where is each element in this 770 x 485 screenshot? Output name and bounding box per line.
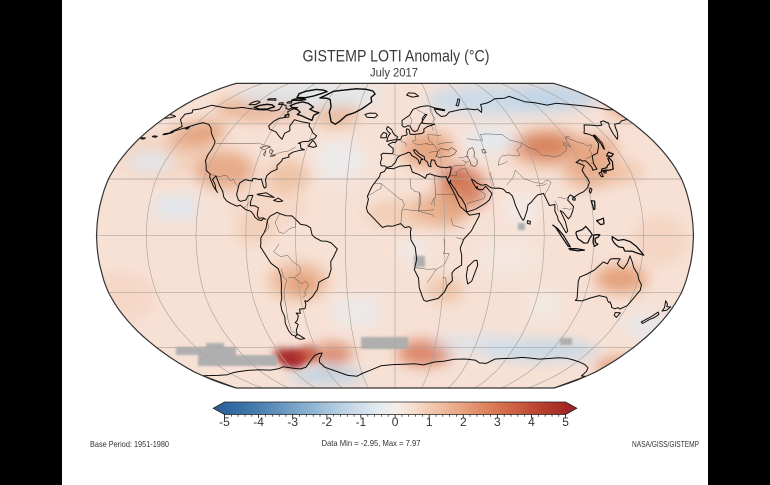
svg-text:-3: -3 (287, 415, 298, 429)
svg-text:-1: -1 (356, 415, 367, 429)
svg-text:0: 0 (392, 415, 399, 429)
svg-text:GISTEMP LOTI Anomaly (°C): GISTEMP LOTI Anomaly (°C) (303, 48, 490, 66)
svg-text:-4: -4 (253, 415, 264, 429)
svg-text:-5: -5 (219, 415, 230, 429)
svg-text:Data Min = -2.95, Max = 7.97: Data Min = -2.95, Max = 7.97 (322, 439, 421, 448)
svg-text:NASA/GISS/GISTEMP: NASA/GISS/GISTEMP (632, 440, 699, 449)
svg-text:3: 3 (494, 415, 501, 429)
svg-text:1: 1 (426, 415, 433, 429)
svg-text:4: 4 (528, 415, 535, 429)
svg-text:5: 5 (562, 415, 569, 429)
svg-text:2: 2 (460, 415, 467, 429)
svg-text:-2: -2 (321, 415, 332, 429)
svg-text:Base Period: 1951-1980: Base Period: 1951-1980 (90, 440, 169, 449)
svg-text:July 2017: July 2017 (370, 68, 418, 80)
